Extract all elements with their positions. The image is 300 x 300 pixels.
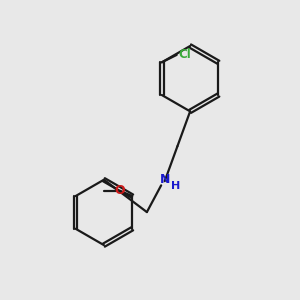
Text: O: O	[114, 184, 125, 197]
Text: Cl: Cl	[178, 48, 191, 62]
Text: N: N	[160, 173, 170, 186]
Text: H: H	[171, 181, 181, 190]
